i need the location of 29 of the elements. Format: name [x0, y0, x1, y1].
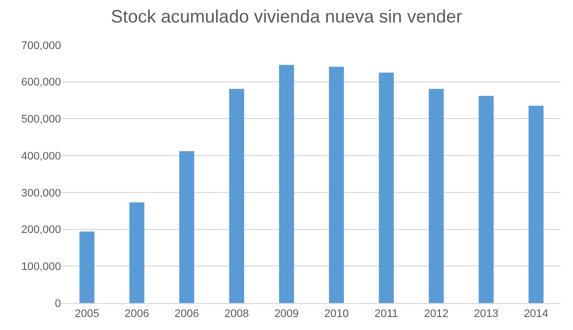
bar [428, 88, 444, 303]
x-tick-label: 2011 [374, 308, 398, 320]
x-tick-label: 2008 [224, 308, 249, 320]
y-tick-label: 100,000 [21, 260, 61, 273]
y-tick-label: 600,000 [21, 76, 61, 89]
bar [328, 66, 344, 303]
bar [528, 106, 544, 303]
chart-title: Stock acumulado vivienda nueva sin vender [110, 6, 462, 26]
bar [229, 88, 244, 303]
x-tick-label: 2006 [124, 308, 150, 320]
y-tick-label: 500,000 [21, 114, 61, 126]
bar [179, 151, 194, 303]
y-tick-label: 200,000 [21, 224, 61, 236]
x-tick-label: 2013 [474, 308, 498, 320]
y-tick-label: 300,000 [21, 187, 61, 200]
x-tick-label: 2010 [324, 308, 349, 320]
bar [279, 64, 294, 303]
x-tick-label: 2009 [274, 308, 299, 320]
x-tick-label: 2014 [524, 308, 548, 320]
y-tick-label: 400,000 [21, 150, 61, 162]
x-tick-label: 2006 [174, 308, 199, 320]
x-tick-label: 2005 [74, 308, 100, 320]
bar [129, 202, 144, 303]
bar [378, 72, 394, 303]
y-tick-label: 700,000 [21, 40, 61, 52]
bar [478, 96, 494, 303]
x-tick-label: 2012 [424, 308, 448, 320]
bar [79, 232, 94, 303]
y-tick-label: 0 [54, 298, 61, 310]
